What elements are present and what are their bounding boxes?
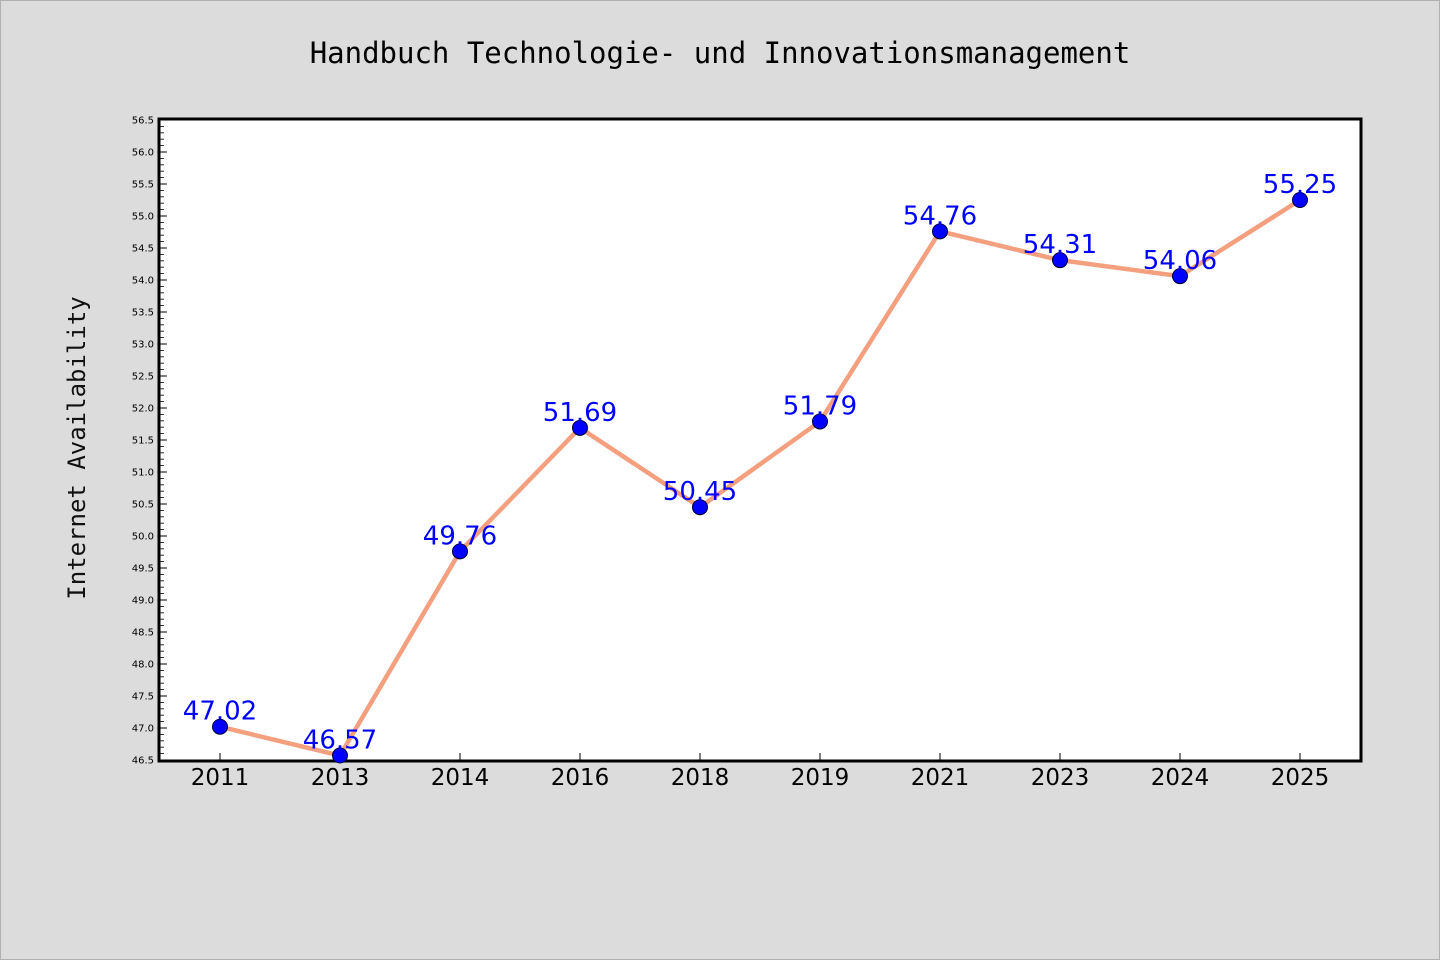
y-tick-label: 52.0 xyxy=(132,404,154,415)
y-tick-label: 55.0 xyxy=(132,212,154,223)
y-tick-label: 49.5 xyxy=(132,564,154,575)
y-tick-label: 50.5 xyxy=(132,500,154,511)
y-tick-label: 48.5 xyxy=(132,628,154,639)
data-label: 54.31 xyxy=(1023,230,1097,260)
x-axis: 2011 2013 2014 2016 2018 2019 2021 2023 2024 2025 xyxy=(191,753,1330,791)
data-point xyxy=(332,747,348,764)
y-tick-label: 56.0 xyxy=(132,148,154,159)
x-tick-label: 2016 xyxy=(551,765,610,791)
x-tick-label: 2025 xyxy=(1271,765,1330,791)
y-tick-label: 54.0 xyxy=(132,276,154,287)
y-tick-label: 50.0 xyxy=(132,532,154,543)
x-tick-label: 2023 xyxy=(1031,765,1090,791)
y-tick-label: 55.5 xyxy=(132,180,154,191)
x-tick-label: 2019 xyxy=(791,765,850,791)
y-tick-label: 56.5 xyxy=(132,116,154,127)
plot-area xyxy=(157,117,1363,763)
y-tick-label: 51.0 xyxy=(132,468,154,479)
y-tick-label: 51.5 xyxy=(132,436,154,447)
y-tick-label: 52.5 xyxy=(132,372,154,383)
y-tick-label: 53.5 xyxy=(132,308,154,319)
data-series: 47.02 46.57 49.76 51.69 50.45 51.79 54.76 54.31… xyxy=(183,170,1337,764)
data-point xyxy=(212,718,228,735)
y-tick-label: 46.5 xyxy=(132,756,154,767)
y-tick-label: 53.0 xyxy=(132,340,154,351)
x-tick-label: 2018 xyxy=(671,765,730,791)
series-line xyxy=(217,197,1303,758)
data-label: 50.45 xyxy=(663,477,737,507)
data-label: 47.02 xyxy=(183,697,257,727)
x-tick-label: 2013 xyxy=(311,765,370,791)
y-tick-label: 47.5 xyxy=(132,692,154,703)
y-tick-label: 54.5 xyxy=(132,244,154,255)
data-label: 55.25 xyxy=(1263,170,1337,200)
data-point xyxy=(572,419,588,436)
y-tick-label: 48.0 xyxy=(132,660,154,671)
data-label: 54.76 xyxy=(903,201,977,231)
y-axis-label: Internet Availability xyxy=(63,296,91,599)
x-tick-label: 2021 xyxy=(911,765,970,791)
data-point xyxy=(1172,268,1188,285)
data-point xyxy=(1292,192,1308,208)
x-tick-label: 2011 xyxy=(191,765,250,791)
y-tick-label: 47.0 xyxy=(132,724,154,735)
y-axis: 46.5 47.0 47.5 48.0 48.5 49.0 49.5 50.0 50.5 51.0… xyxy=(132,116,167,767)
x-tick-label: 2024 xyxy=(1151,765,1210,791)
data-label: 51.79 xyxy=(783,391,857,421)
data-label: 54.06 xyxy=(1143,246,1217,276)
data-point xyxy=(812,413,828,430)
data-point xyxy=(932,223,948,240)
data-point xyxy=(1052,252,1068,269)
data-point xyxy=(452,543,468,560)
data-label: 51.69 xyxy=(543,398,617,428)
y-tick-label: 49.0 xyxy=(132,596,154,607)
data-label: 49.76 xyxy=(423,521,497,551)
data-point xyxy=(692,499,708,516)
chart-title: Handbuch Technologie- und Innovationsman… xyxy=(310,36,1131,70)
x-tick-label: 2014 xyxy=(431,765,490,791)
data-label: 46.57 xyxy=(303,726,377,756)
